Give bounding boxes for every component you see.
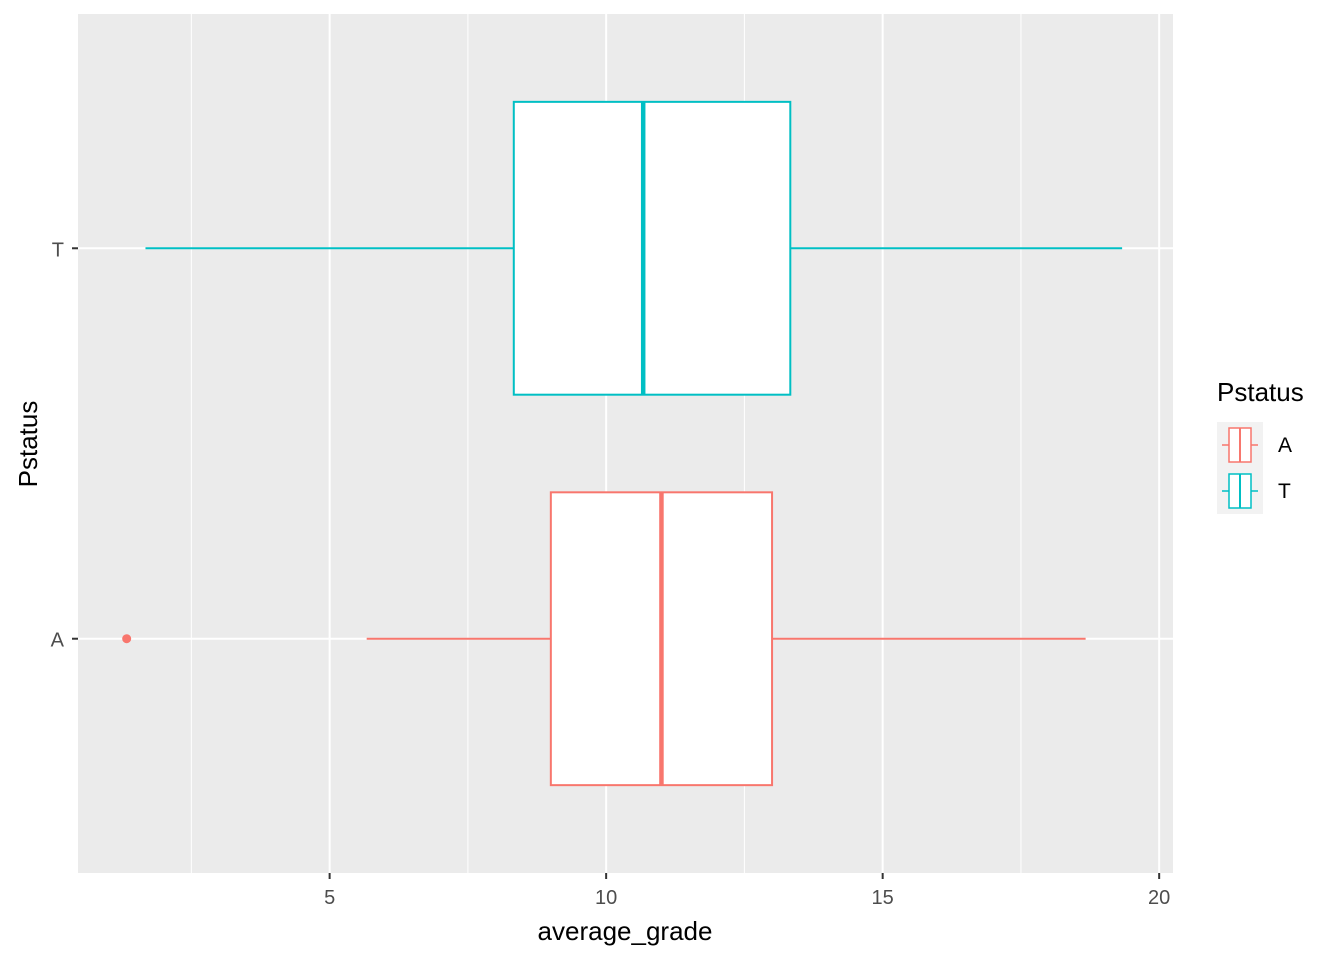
legend-title: Pstatus	[1217, 377, 1304, 407]
legend-key-A	[1217, 422, 1263, 468]
x-tick-label: 10	[595, 887, 617, 909]
legend: Pstatus AT	[1217, 377, 1304, 514]
x-tick-label: 15	[872, 887, 894, 909]
y-tick-label: A	[51, 630, 65, 652]
y-axis: AT	[51, 239, 78, 652]
box-A	[122, 491, 1086, 787]
outlier-point	[122, 634, 132, 644]
x-axis: 5 10 15 20	[324, 873, 1170, 909]
iqr-box	[512, 100, 792, 396]
x-tick-label: 20	[1148, 887, 1170, 909]
y-tick-label: T	[52, 239, 64, 261]
x-tick-label: 5	[324, 887, 335, 909]
legend-key-T	[1217, 468, 1263, 514]
boxes-layer	[122, 100, 1123, 787]
y-axis-title: Pstatus	[13, 401, 43, 488]
legend-label: A	[1278, 434, 1292, 457]
x-axis-title: average_grade	[538, 916, 713, 946]
legend-label: T	[1278, 480, 1291, 503]
box-T	[145, 100, 1123, 396]
